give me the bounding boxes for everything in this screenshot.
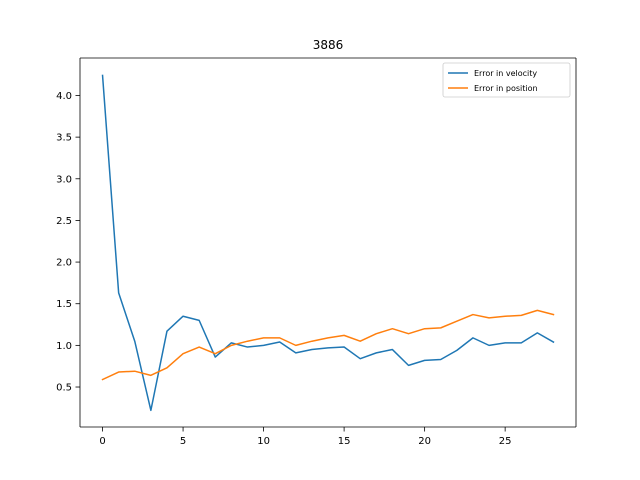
legend-label: Error in velocity [474, 69, 537, 78]
legend: Error in velocity Error in position [442, 62, 571, 98]
legend-box [442, 62, 571, 98]
series-line-position [101, 309, 555, 381]
x-tick-label: 25 [499, 436, 512, 447]
axes-layer: 0 5 10 15 20 25 0.5 1.0 1.5 2.0 2.5 3.0 3.5 4.0 [56, 57, 577, 447]
legend-label: Error in position [474, 84, 538, 93]
x-tick-label: 5 [180, 436, 186, 447]
chart-title: 3886 [313, 38, 344, 52]
y-tick-label: 2.0 [56, 258, 72, 269]
series-layer [101, 74, 555, 412]
x-tick-label: 0 [99, 436, 105, 447]
plot-background [80, 58, 576, 427]
x-tick-label: 10 [257, 436, 270, 447]
y-tick-label: 1.0 [56, 341, 72, 352]
x-tick-label: 20 [418, 436, 431, 447]
plot-area [80, 58, 576, 427]
y-tick-label: 1.5 [56, 299, 72, 310]
y-tick-label: 3.5 [56, 133, 72, 144]
y-tick-label: 2.5 [56, 216, 72, 227]
y-tick-label: 0.5 [56, 383, 72, 394]
x-tick-label: 15 [338, 436, 351, 447]
y-tick-label: 4.0 [56, 91, 72, 102]
y-tick-label: 3.0 [56, 174, 72, 185]
series-line-velocity [101, 74, 555, 412]
